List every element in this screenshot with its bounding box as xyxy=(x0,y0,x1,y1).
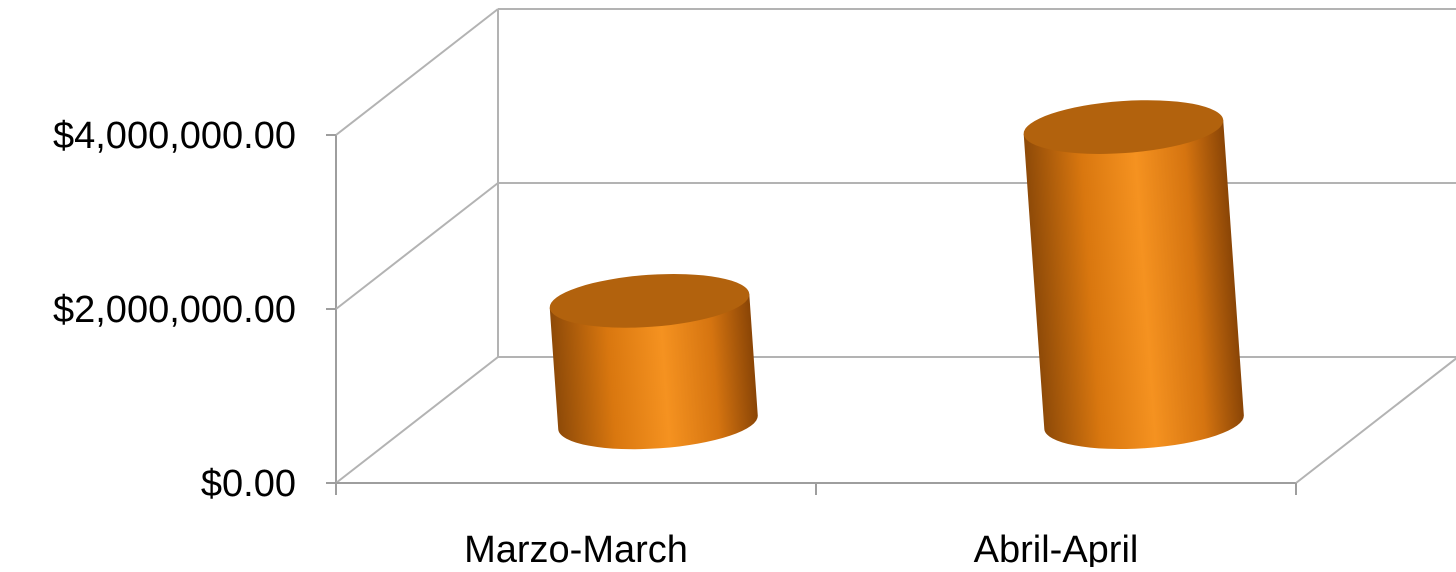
cylinder-body xyxy=(549,293,758,450)
gridline-side xyxy=(335,8,499,136)
y-tick-label: $2,000,000.00 xyxy=(53,289,296,331)
chart-bars xyxy=(549,100,1244,450)
cylinder-top xyxy=(549,274,750,328)
gridline-side xyxy=(335,356,499,484)
cylinder-bar xyxy=(1023,100,1244,450)
cylinder-body xyxy=(1023,120,1244,450)
floor-right-edge xyxy=(1295,357,1456,484)
x-axis-category-labels: Marzo-March Abril-April xyxy=(464,529,1139,571)
x-category-label: Marzo-March xyxy=(464,529,688,567)
y-tick-label: $4,000,000.00 xyxy=(53,115,296,157)
chart-walls xyxy=(326,8,1456,495)
y-tick-label: $0.00 xyxy=(201,463,296,505)
cylinder-top xyxy=(1023,100,1224,154)
y-axis-tick-labels: $0.00 $2,000,000.00 $4,000,000.00 xyxy=(53,115,296,505)
gridline-side xyxy=(335,182,499,310)
x-category-label: Abril-April xyxy=(974,529,1139,567)
cylinder-bar xyxy=(549,274,758,450)
